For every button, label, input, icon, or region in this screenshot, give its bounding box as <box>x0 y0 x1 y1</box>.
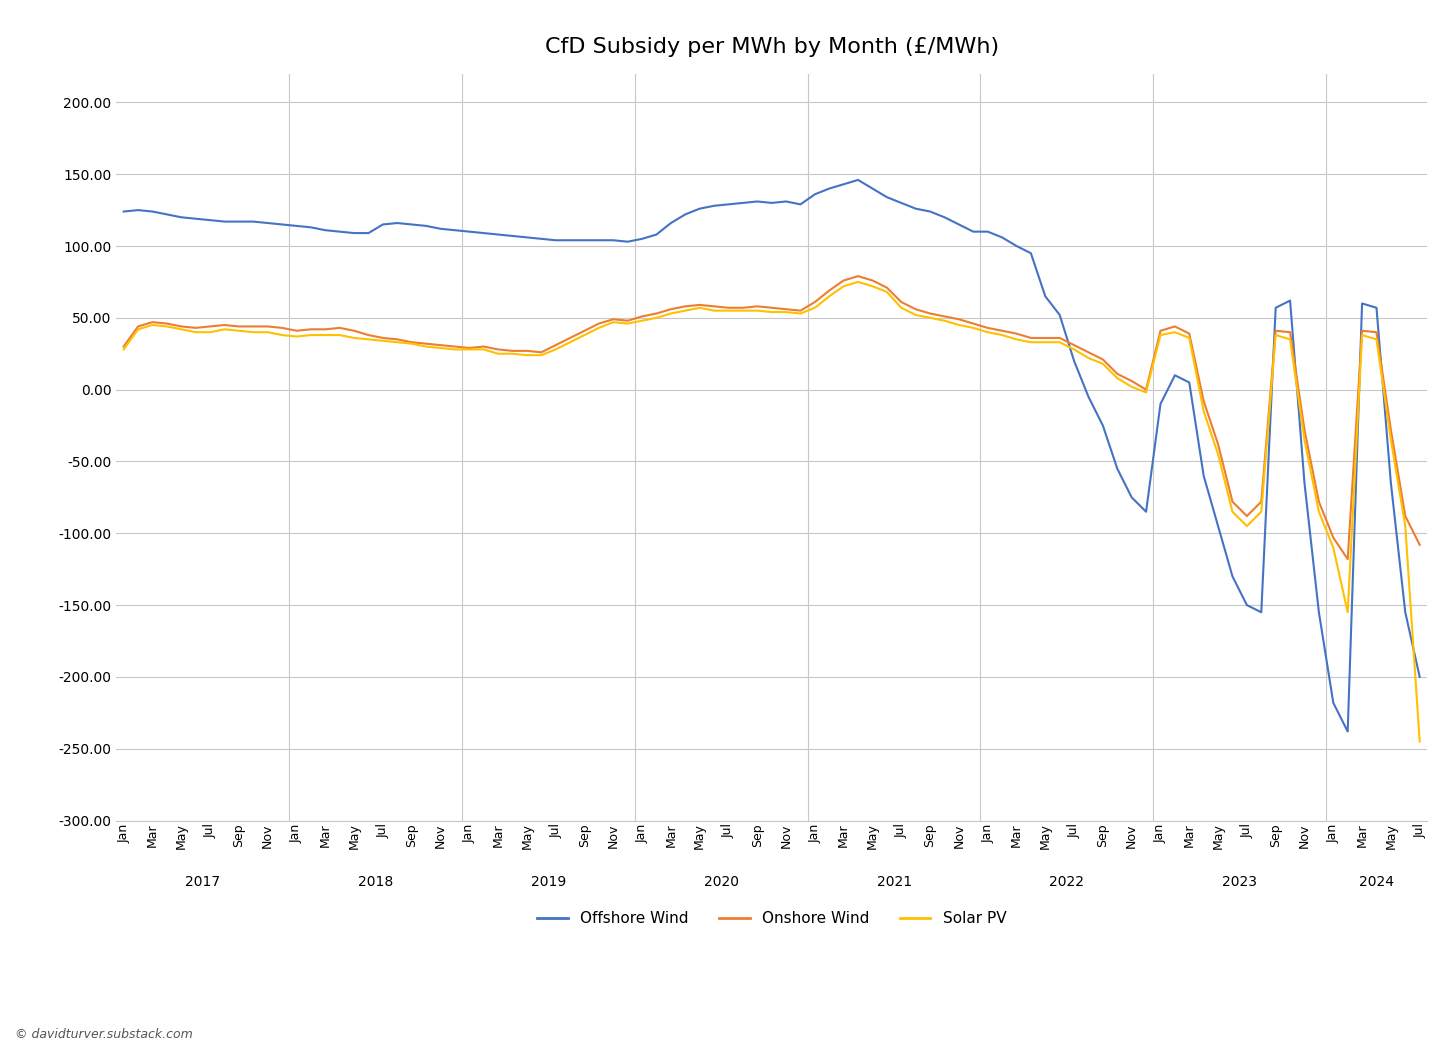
Title: CfD Subsidy per MWh by Month (£/MWh): CfD Subsidy per MWh by Month (£/MWh) <box>545 37 999 57</box>
Legend: Offshore Wind, Onshore Wind, Solar PV: Offshore Wind, Onshore Wind, Solar PV <box>531 905 1012 932</box>
Text: 2022: 2022 <box>1050 875 1085 889</box>
Text: 2021: 2021 <box>877 875 911 889</box>
Text: 2019: 2019 <box>531 875 566 889</box>
Text: © davidturver.substack.com: © davidturver.substack.com <box>15 1029 192 1041</box>
Text: 2020: 2020 <box>703 875 738 889</box>
Text: 2017: 2017 <box>185 875 220 889</box>
Text: 2018: 2018 <box>358 875 393 889</box>
Text: 2024: 2024 <box>1358 875 1393 889</box>
Text: 2023: 2023 <box>1222 875 1257 889</box>
